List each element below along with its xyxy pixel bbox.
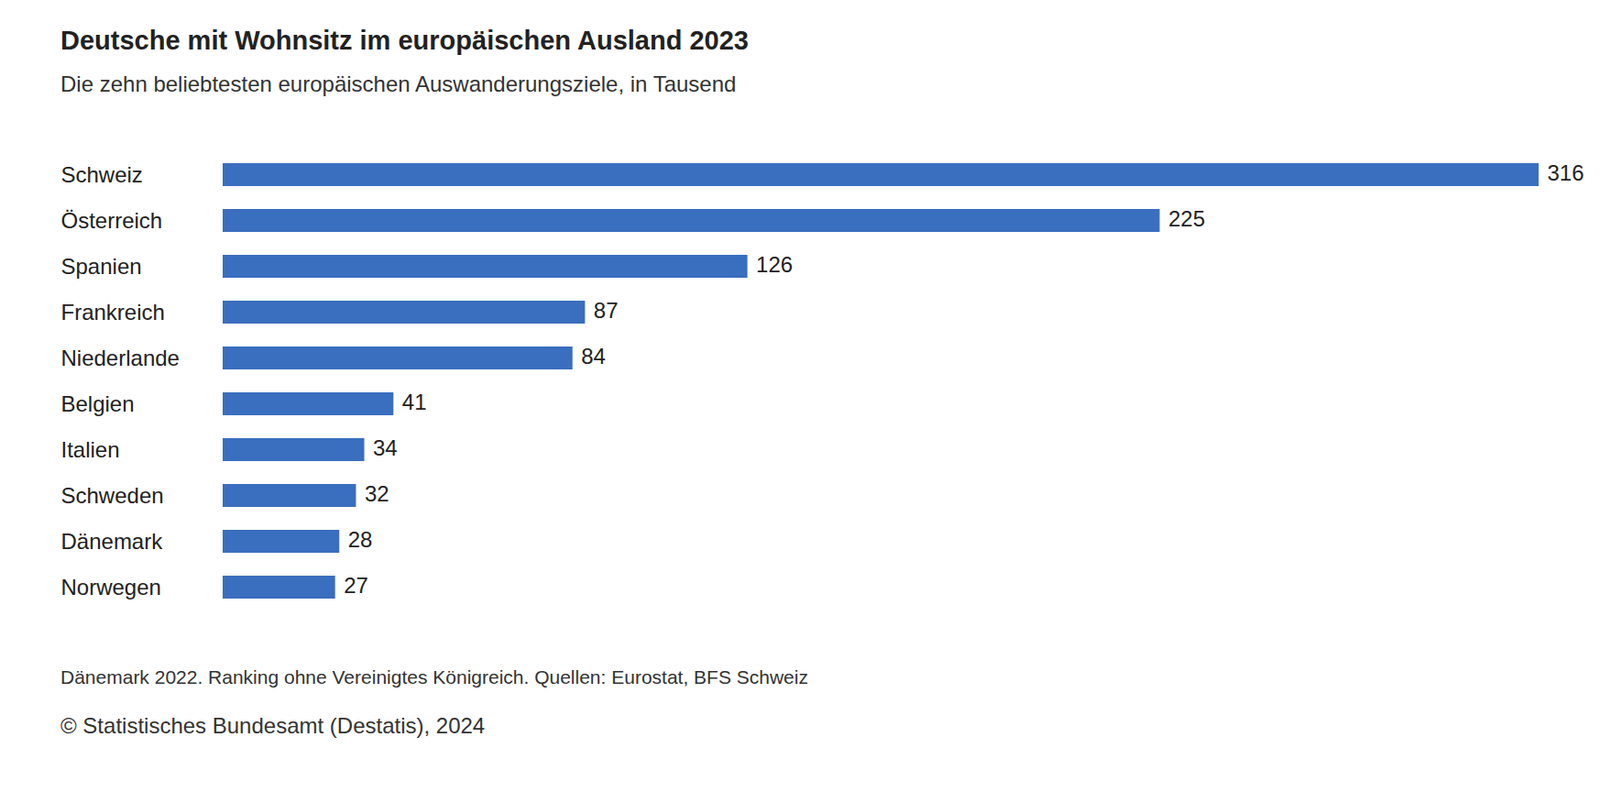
svg-text:Österreich: Österreich: [61, 208, 164, 233]
svg-text:41: 41: [402, 389, 428, 415]
svg-text:27: 27: [343, 572, 369, 598]
svg-text:Frankreich: Frankreich: [61, 299, 165, 325]
svg-text:316: 316: [1547, 160, 1585, 186]
html-text:Deutsche mit Wohnsitz im europ: Deutsche mit Wohnsitz im europäischen Au…: [60, 25, 749, 55]
html-text:Dänemark 2022. Ranking ohne Ve: Dänemark 2022. Ranking ohne Vereinigtes …: [60, 666, 809, 688]
svg-text:Belgien: Belgien: [61, 391, 135, 417]
svg-text:Niederlande: Niederlande: [61, 345, 180, 371]
svg-text:Schweden: Schweden: [61, 482, 165, 508]
svg-text:Spanien: Spanien: [61, 253, 143, 279]
svg-text:Schweiz: Schweiz: [61, 162, 143, 187]
svg-text:28: 28: [348, 526, 373, 552]
html-text:Die zehn beliebtesten europäis: Die zehn beliebtesten europäischen Auswa…: [60, 71, 737, 97]
svg-text:34: 34: [372, 435, 398, 461]
svg-text:225: 225: [1168, 206, 1206, 231]
svg-text:87: 87: [593, 297, 619, 323]
svg-text:84: 84: [580, 343, 606, 369]
svg-text:126: 126: [756, 252, 793, 277]
svg-text:Italien: Italien: [61, 437, 121, 462]
svg-text:32: 32: [364, 481, 390, 506]
svg-text:Dänemark: Dänemark: [61, 528, 165, 554]
html-text:© Statistisches Bundesamt (Des: © Statistisches Bundesamt (Destatis), 20…: [60, 712, 485, 738]
svg-text:Norwegen: Norwegen: [61, 574, 162, 600]
